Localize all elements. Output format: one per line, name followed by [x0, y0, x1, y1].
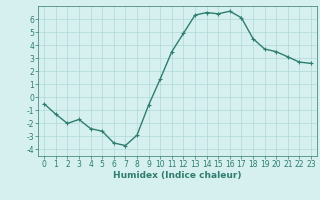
X-axis label: Humidex (Indice chaleur): Humidex (Indice chaleur): [113, 171, 242, 180]
